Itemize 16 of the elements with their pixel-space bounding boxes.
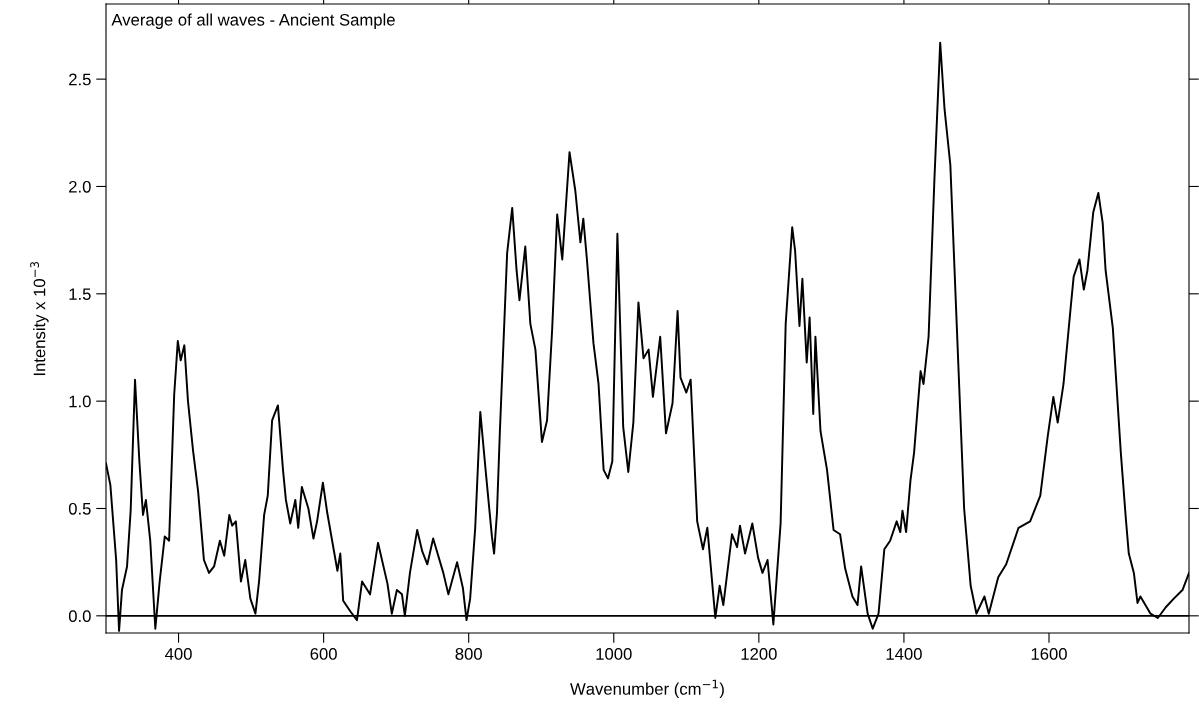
y-tick-label: 0.0: [68, 610, 91, 623]
x-tick-label: 1200: [741, 648, 777, 660]
text: Average of all waves - Ancient Sample: [111, 13, 395, 29]
y-tick-label: 1.0: [69, 395, 91, 408]
y-tick-label: 2.0: [69, 180, 91, 193]
x-tick-label: 800: [455, 648, 482, 660]
y-tick-label: 2.5: [69, 73, 91, 86]
y-axis-title: Intensity x 10$^{−3}$: [30, 261, 49, 376]
x-tick-label: 1000: [596, 648, 632, 660]
x-tick-label: 400: [165, 648, 192, 660]
x-tick-label: 1400: [886, 648, 922, 660]
x-tick-label: 1600: [1031, 648, 1067, 660]
x-axis-title: Wavenumber (cm$^{−1}$): [570, 679, 724, 699]
x-tick-label: 600: [310, 648, 337, 660]
y-tick-label: 1.5: [69, 288, 91, 301]
y-tick-label: 0.5: [68, 502, 91, 515]
